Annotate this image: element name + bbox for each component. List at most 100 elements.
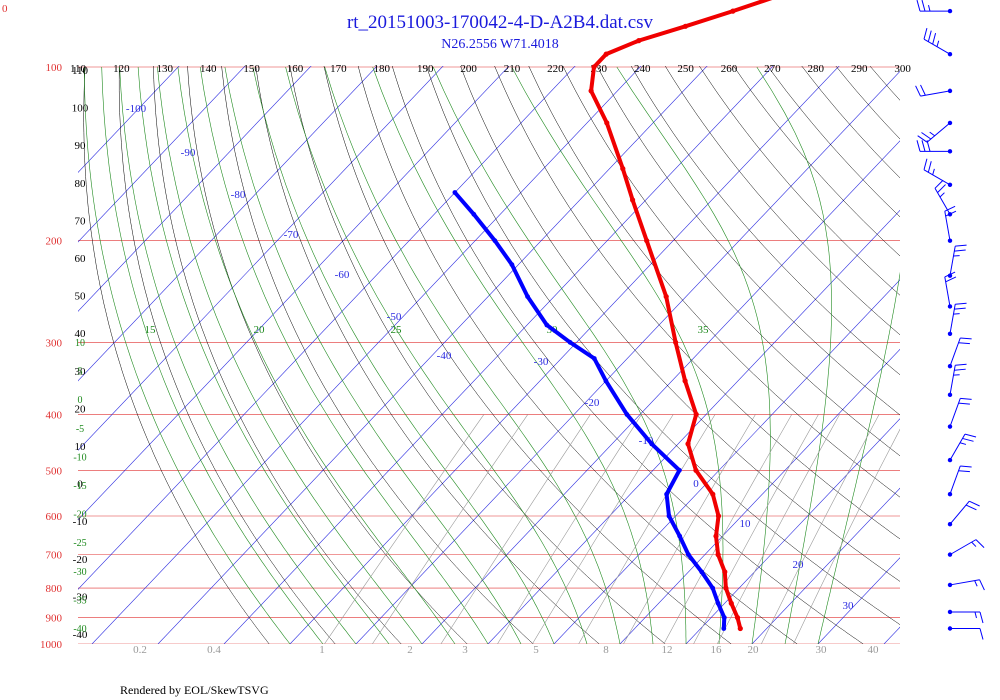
dry-adiabat-left-label: 90: [75, 140, 87, 152]
temperature-trace: [588, 0, 773, 632]
wind-barb: [947, 363, 967, 398]
wind-barb-flag: [962, 437, 974, 442]
dry-adiabat-left-label: 80: [75, 178, 87, 190]
wind-barb: [947, 579, 985, 591]
moist-adiabat-label: 25: [391, 324, 403, 336]
dry-adiabat-top-label: 220: [547, 63, 564, 75]
wind-barb: [947, 302, 967, 337]
mixing-ratio-line: [716, 414, 840, 644]
wind-barb: [944, 271, 957, 309]
moist-adiabat-line: [157, 66, 423, 644]
dry-adiabat-top-label: 200: [460, 63, 477, 75]
moist-left-label: 5: [78, 367, 83, 378]
wind-barb-flag: [921, 0, 926, 12]
dry-adiabat-left-label: -20: [73, 554, 88, 566]
isotherm-line: [883, 626, 900, 644]
moist-adiabat-line: [101, 66, 324, 644]
wind-barb-flag: [923, 27, 928, 40]
isotherm-label: 10: [740, 518, 752, 530]
dry-adiabat-line: [699, 66, 900, 296]
isotherm-label: -70: [284, 229, 299, 241]
wind-barb-flag: [959, 442, 967, 445]
moist-adiabat-label: 15: [145, 324, 157, 336]
dry-adiabat-top-label: 110: [70, 63, 87, 75]
dry-adiabat-line: [391, 66, 864, 644]
isotherm-line: [355, 70, 900, 644]
moist-adiabat-line: [224, 66, 522, 644]
chart-title: rt_20151003-170042-4-D-A2B4.dat.csv: [347, 12, 654, 33]
dry-adiabat-left-label: -40: [73, 629, 88, 641]
isotherm-label: -60: [335, 269, 350, 281]
dry-adiabat-line: [834, 0, 1000, 644]
isobar-label: 900: [46, 613, 63, 625]
isotherm-line: [817, 557, 900, 644]
moist-left-label: -15: [73, 481, 86, 492]
wind-barb-flag: [960, 465, 972, 468]
isotherm-label: 20: [793, 559, 805, 571]
dry-adiabat-line: [426, 66, 900, 625]
wind-barb-staff: [944, 211, 951, 241]
dewpoint-point: [715, 600, 721, 606]
dry-adiabat-line: [988, 0, 1000, 644]
moist-adiabat-lines: [83, 66, 900, 644]
isotherm-label: -90: [181, 147, 196, 159]
isobar-label: 800: [46, 583, 63, 595]
chart-subtitle: N26.2556 W71.4018: [441, 37, 559, 52]
moist-left-label: 0: [78, 395, 83, 406]
wind-barb-flag: [932, 168, 935, 175]
dry-adiabat-top-label: 280: [808, 63, 825, 75]
dewpoint-point: [544, 322, 550, 328]
wind-barb-flag: [927, 161, 932, 173]
dewpoint-point: [677, 533, 683, 539]
wind-barb-flag: [969, 500, 980, 507]
wind-barb: [923, 158, 953, 187]
dry-adiabat-line: [835, 66, 900, 140]
isotherm-line: [619, 348, 900, 644]
mixing-ratio-label: 2: [407, 644, 413, 656]
dewpoint-point: [509, 262, 515, 267]
wind-barb: [947, 609, 984, 624]
isotherm-line: [78, 66, 576, 590]
mixing-ratio-line: [372, 414, 529, 644]
isobar-lines: [78, 66, 900, 644]
dry-adiabat-left-label: 100: [72, 103, 89, 115]
dry-adiabat-line: [289, 66, 666, 644]
dry-adiabat-left-label: 20: [75, 403, 87, 415]
isotherm-line: [487, 209, 900, 644]
wind-barb-flag: [979, 628, 984, 640]
wind-barb-flag: [937, 184, 946, 193]
wind-barb-flag: [960, 337, 972, 340]
wind-barb-flag: [979, 611, 984, 624]
wind-barb: [916, 0, 953, 14]
wind-barb-flag: [955, 244, 967, 247]
dewpoint-line: [453, 191, 727, 629]
wind-barb-flag: [954, 249, 966, 252]
moist-left-label: -30: [73, 567, 86, 578]
dry-adiabat-line: [528, 66, 900, 498]
isotherm-label: -80: [231, 189, 246, 201]
moist-adiabat-line: [177, 66, 456, 644]
wind-barb: [916, 140, 953, 154]
isotherm-line: [223, 66, 774, 644]
dry-adiabat-top-label: 190: [417, 63, 434, 75]
dry-adiabat-top-label: 120: [113, 63, 130, 75]
dry-adiabat-line: [221, 66, 534, 644]
dry-adiabat-line: [323, 66, 732, 644]
isobar-label: 300: [46, 337, 63, 349]
wind-barb: [947, 433, 977, 463]
wind-barb-flag: [945, 276, 957, 283]
dewpoint-point: [492, 238, 498, 244]
dewpoint-point: [699, 569, 705, 575]
wind-barb-flag: [928, 4, 931, 12]
mixing-ratio-line: [663, 414, 793, 644]
wind-barb: [947, 626, 984, 640]
mixing-ratio-label: 40: [868, 644, 880, 656]
dewpoint-point: [710, 585, 716, 591]
wind-barb-flag: [921, 140, 926, 152]
dry-adiabat-line: [869, 66, 900, 101]
isobar-label: 600: [46, 511, 63, 523]
wind-barb-flag: [923, 158, 928, 170]
moist-left-label: -40: [73, 624, 86, 635]
mixing-ratio-line: [623, 414, 756, 644]
